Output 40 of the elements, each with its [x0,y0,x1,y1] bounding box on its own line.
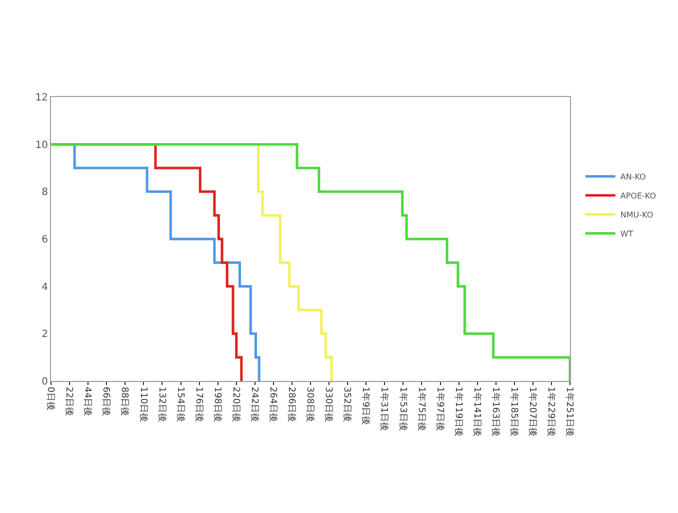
x-tick-label: 220日後 [230,386,242,422]
legend-label: NMU-KO [620,210,654,220]
y-tick-label: 6 [42,234,48,246]
y-tick-label: 0 [42,376,48,388]
x-tick-label: 1年31日後 [378,386,390,431]
legend-label: APOE-KO [620,192,656,201]
x-tick-label: 1年9日後 [360,386,372,426]
x-tick-label: 176日後 [193,386,204,422]
x-tick-label: 44日後 [82,386,94,416]
x-tick-label: 1年119日後 [452,386,464,437]
x-tick-label: 1年229日後 [546,386,557,437]
x-tick-label: 154日後 [174,386,186,422]
legend-label: WT [620,230,634,239]
legend-label: AN-KO [620,172,646,182]
x-tick-label: 66日後 [100,386,112,416]
y-tick-label: 4 [42,282,48,293]
x-tick-label: 132日後 [156,386,168,422]
y-tick-label: 2 [42,329,48,340]
x-tick-label: 352日後 [342,386,353,422]
x-tick-label: 1年141日後 [471,386,482,437]
x-tick-label: 1年75日後 [416,386,427,431]
y-tick-label: 10 [35,140,48,151]
x-tick-label: 1年207日後 [527,386,538,437]
x-tick-label: 1年53日後 [397,386,408,431]
x-tick-label: 1年97日後 [434,386,446,431]
x-tick-label: 264日後 [268,386,279,422]
x-tick-label: 110日後 [138,386,149,422]
x-tick-label: 1年163日後 [490,386,501,437]
y-tick-label: 8 [42,187,48,198]
x-tick-label: 22日後 [64,386,75,416]
x-tick-label: 88日後 [119,386,130,416]
x-tick-label: 308日後 [304,386,316,422]
x-tick-label: 1年185日後 [508,386,520,437]
x-tick-label: 1年251日後 [564,386,576,437]
x-tick-label: 330日後 [323,386,334,422]
x-tick-label: 242日後 [248,386,260,422]
y-tick-label: 12 [35,92,48,104]
x-tick-label: 198日後 [212,386,223,422]
x-tick-label: 0日後 [45,386,56,411]
x-tick-label: 286日後 [286,386,298,422]
